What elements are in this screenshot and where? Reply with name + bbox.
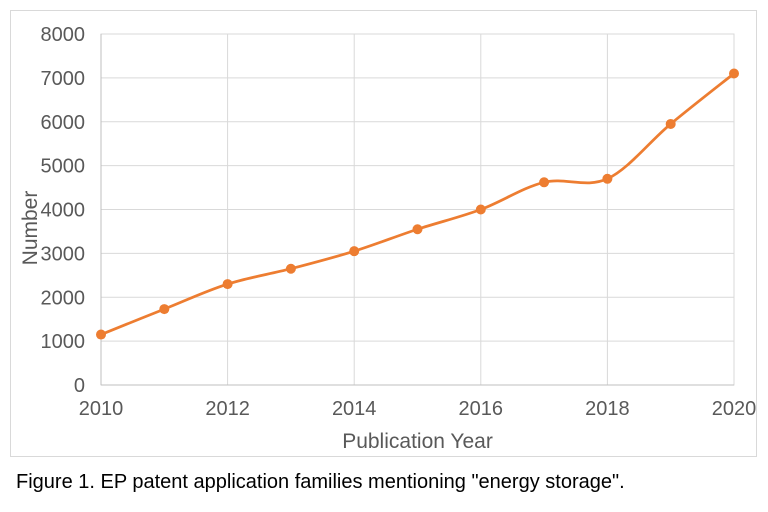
x-tick-label: 2010 [79,398,124,420]
x-axis-title: Publication Year [342,430,493,453]
data-point-marker [729,68,739,79]
data-point-marker [285,263,296,274]
y-tick-label: 6000 [41,112,86,134]
y-tick-label: 1000 [41,331,86,353]
y-tick-label: 4000 [41,200,86,222]
y-tick-label: 8000 [41,24,86,46]
data-point-marker [539,177,550,188]
x-tick-label: 2014 [332,398,377,420]
y-axis-title: Number [19,190,42,266]
data-point-marker [475,204,486,215]
y-tick-label: 2000 [41,287,86,309]
x-tick-label: 2016 [459,398,504,420]
x-tick-label: 2012 [205,398,250,420]
y-tick-label: 0 [74,375,85,397]
data-point-marker [665,118,676,129]
data-point-marker [412,224,423,235]
plot-area: 0 1000 2000 3000 4000 5000 6000 7000 8000 2010 201… [41,24,757,420]
y-tick-label: 5000 [41,156,86,178]
y-tick-label: 3000 [41,243,86,265]
data-point-marker [349,246,360,257]
y-tick-label: 7000 [41,68,86,90]
data-point-marker [602,173,613,184]
data-point-marker [159,304,170,315]
data-point-marker [222,279,233,290]
chart-container: 0 1000 2000 3000 4000 5000 6000 7000 8000 2010 201… [10,10,757,457]
data-line [99,72,736,336]
x-tick-label: 2020 [712,398,756,420]
x-tick-label: 2018 [585,398,630,420]
figure-caption: Figure 1. EP patent application families… [16,471,625,493]
data-point-marker [96,329,106,340]
